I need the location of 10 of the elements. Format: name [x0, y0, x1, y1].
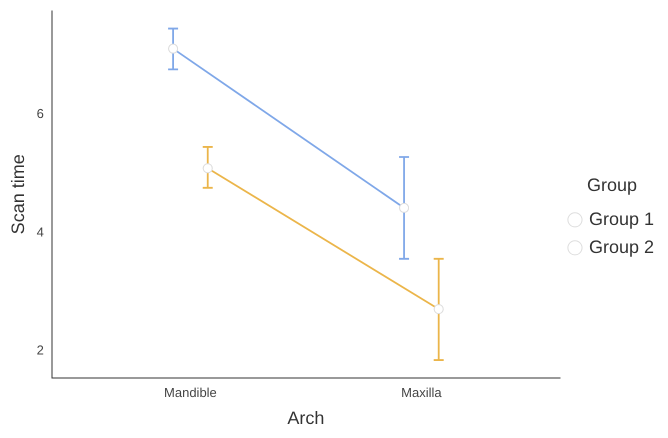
x-tick-label: Mandible: [164, 385, 217, 400]
y-axis-title: Scan time: [8, 154, 28, 234]
y-tick-label: 4: [36, 224, 44, 240]
legend-label: Group 2: [588, 236, 654, 257]
y-tick-label: 6: [36, 106, 44, 121]
x-tick-label: Maxilla: [401, 385, 442, 400]
legend-title: Group: [586, 175, 637, 196]
y-tick-label: 2: [36, 342, 44, 358]
x-axis-title: Arch: [287, 408, 324, 428]
legend-label: Group 1: [588, 208, 654, 229]
